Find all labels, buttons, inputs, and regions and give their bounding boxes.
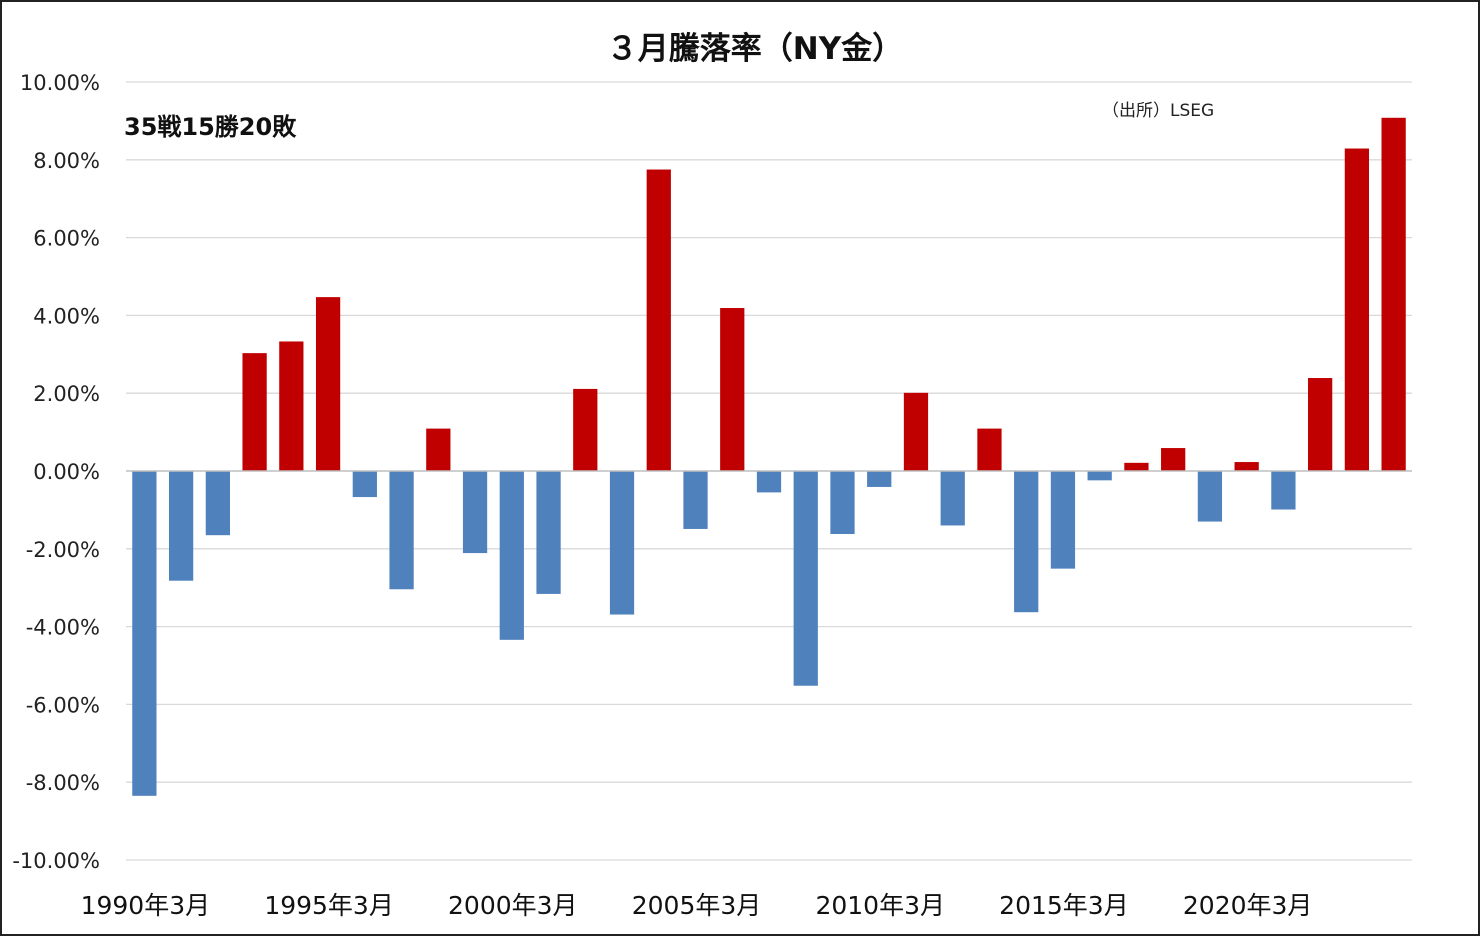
- bar-2001年3月: [536, 471, 561, 594]
- bars: [132, 117, 1406, 796]
- y-axis-tick-labels: 10.00% 8.00% 6.00% 4.00% 2.00% 0.00% -2.00% -4.…: [12, 71, 100, 873]
- bar-2016年3月: [1087, 471, 1112, 481]
- bar-2007年3月: [756, 471, 782, 493]
- bar-1994年3月: [279, 341, 304, 471]
- bar-2003年3月: [609, 471, 635, 615]
- y-tick-label: 4.00%: [33, 304, 100, 328]
- bar-1999年3月: [462, 471, 488, 554]
- bar-1993年3月: [242, 353, 267, 471]
- bar-2019年3月: [1197, 471, 1223, 522]
- bar-1991年3月: [168, 471, 194, 581]
- source-label: （出所）LSEG: [1102, 101, 1214, 121]
- bar-2009年3月: [830, 471, 855, 535]
- bar-2018年3月: [1161, 448, 1186, 471]
- bar-1995年3月: [315, 297, 341, 471]
- x-tick-label: 1990年3月: [81, 891, 211, 920]
- x-tick-label: 2015年3月: [999, 891, 1129, 920]
- x-tick-label: 2005年3月: [632, 891, 762, 920]
- bar-2021年3月: [1271, 471, 1296, 510]
- x-tick-label: 2020年3月: [1183, 891, 1313, 920]
- y-tick-label: -10.00%: [12, 849, 100, 873]
- bar-2006年3月: [720, 308, 745, 471]
- x-tick-label: 1995年3月: [264, 891, 394, 920]
- bar-1998年3月: [426, 428, 451, 471]
- x-tick-label: 2000年3月: [448, 891, 578, 920]
- y-tick-label: 10.00%: [20, 71, 100, 95]
- x-tick-label: 2010年3月: [815, 891, 945, 920]
- bar-1996年3月: [352, 471, 377, 498]
- bar-2022年3月: [1308, 378, 1333, 471]
- bar-2010年3月: [867, 471, 892, 487]
- y-tick-label: -4.00%: [26, 616, 100, 640]
- bar-2005年3月: [683, 471, 708, 529]
- bar-2013年3月: [977, 428, 1002, 471]
- bar-2024年3月: [1381, 117, 1406, 472]
- grid-lines: [126, 81, 1412, 861]
- y-tick-label: 8.00%: [33, 149, 100, 173]
- bar-2020年3月: [1234, 462, 1259, 471]
- chart-title: ３月騰落率（NY金）: [607, 31, 903, 67]
- bar-2017年3月: [1124, 462, 1149, 471]
- y-tick-label: -8.00%: [26, 771, 100, 795]
- bar-1997年3月: [389, 471, 414, 590]
- y-tick-label: 2.00%: [33, 382, 100, 406]
- y-tick-label: 6.00%: [33, 227, 100, 251]
- bar-2023年3月: [1344, 148, 1370, 472]
- x-axis-tick-labels: 1990年3月 1995年3月 2000年3月 2005年3月 2010年3月 2015年…: [81, 891, 1313, 920]
- bar-2008年3月: [793, 471, 818, 686]
- y-tick-label: -6.00%: [26, 693, 100, 717]
- bar-1992年3月: [205, 471, 230, 536]
- bar-2004年3月: [646, 169, 671, 471]
- bar-1990年3月: [132, 471, 157, 796]
- bar-2002年3月: [573, 388, 598, 471]
- bar-2015年3月: [1050, 471, 1076, 569]
- bar-2011年3月: [903, 392, 929, 471]
- y-tick-label: 0.00%: [33, 460, 100, 484]
- bar-2012年3月: [940, 471, 965, 526]
- bar-2000年3月: [499, 471, 524, 640]
- win-loss-annotation: 35戦15勝20敗: [124, 113, 297, 141]
- bar-2014年3月: [1014, 471, 1039, 613]
- y-tick-label: -2.00%: [26, 538, 100, 562]
